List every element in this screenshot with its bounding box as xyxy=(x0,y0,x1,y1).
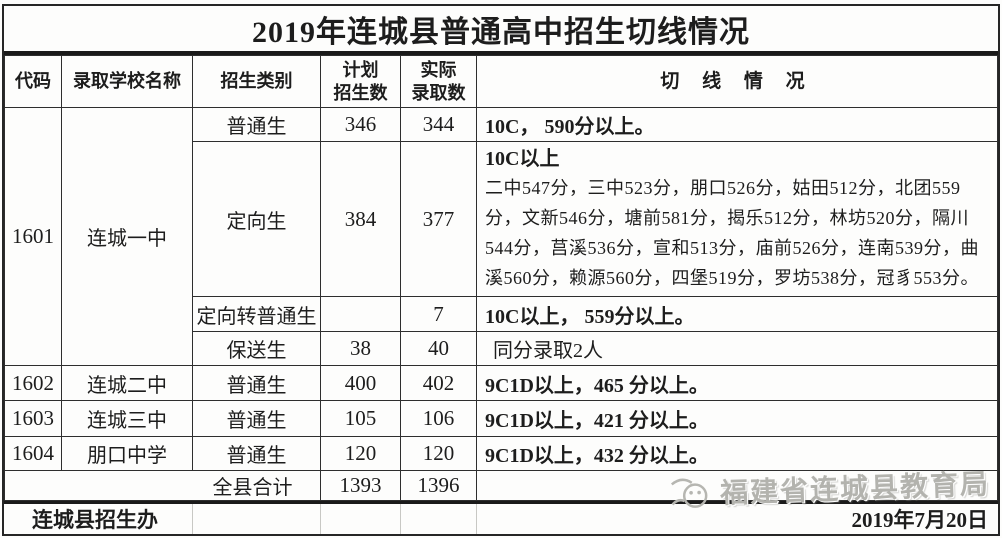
actual-cell: 106 xyxy=(400,400,477,437)
school-name-cell: 连城三中 xyxy=(61,400,193,437)
cutline-cell: 10C以上 二中547分，三中523分，朋口526分，姑田512分，北团559分… xyxy=(476,141,998,297)
header-actual-line1: 实际 xyxy=(420,60,457,80)
planned-cell: 400 xyxy=(320,365,401,401)
table-row: 1601 连城一中 普通生 346 344 10C， 590分以上。 xyxy=(4,107,998,366)
header-code: 代码 xyxy=(4,55,62,108)
total-planned-cell: 1393 xyxy=(320,470,401,501)
code-cell: 1604 xyxy=(4,436,62,471)
header-planned-line2: 招生数 xyxy=(333,82,388,103)
category-cell: 普通生 xyxy=(192,365,321,401)
category-cell: 普通生 xyxy=(192,436,321,471)
cutline-cell: 10C， 590分以上。 xyxy=(476,107,998,142)
actual-cell: 377 xyxy=(400,141,477,297)
category-cell: 普通生 xyxy=(192,107,321,142)
planned-cell: 384 xyxy=(320,141,401,297)
header-school: 录取学校名称 xyxy=(61,55,193,108)
school-name-cell: 连城一中 xyxy=(61,107,193,366)
cutline-detail: 二中547分，三中523分，朋口526分，姑田512分，北团559分，文新546… xyxy=(485,178,979,288)
header-planned-line1: 计划 xyxy=(342,60,379,80)
total-actual-cell: 1396 xyxy=(400,470,477,501)
planned-cell: 105 xyxy=(320,400,401,437)
footer-divider xyxy=(400,504,401,534)
header-planned: 计划 招生数 xyxy=(320,55,401,108)
actual-cell: 344 xyxy=(400,107,477,142)
category-cell: 定向转普通生 xyxy=(192,296,321,332)
cutline-cell: 9C1D以上，432 分以上。 xyxy=(476,436,998,471)
code-cell: 1601 xyxy=(4,107,62,366)
header-cutline: 切 线 情 况 xyxy=(476,55,998,108)
planned-cell: 346 xyxy=(320,107,401,142)
table-frame: 2019年连城县普通高中招生切线情况 代码 录取学校名称 招生类别 计划 招生数… xyxy=(2,4,1000,536)
school-name-cell: 连城二中 xyxy=(61,365,193,401)
category-cell: 普通生 xyxy=(192,400,321,437)
code-cell: 1603 xyxy=(4,400,62,437)
category-cell: 定向生 xyxy=(192,141,321,297)
cutline-cell: 同分录取2人 xyxy=(476,331,998,366)
cutline-cell: 9C1D以上，421 分以上。 xyxy=(476,400,998,437)
header-category: 招生类别 xyxy=(192,55,321,108)
planned-cell: 120 xyxy=(320,436,401,471)
table-row: 定向生 384 377 10C以上 二中547分，三中523分，朋口526分，姑… xyxy=(5,141,998,297)
header-row: 代码 录取学校名称 招生类别 计划 招生数 实际 录取数 切 线 情 况 xyxy=(4,55,998,108)
total-cutline-cell xyxy=(476,470,998,501)
cutline-table: 代码 录取学校名称 招生类别 计划 招生数 实际 录取数 切 线 情 况 160… xyxy=(4,55,998,501)
planned-cell xyxy=(320,296,401,332)
table-row: 保送生 38 40 同分录取2人 xyxy=(5,331,998,366)
total-label: 全县合计 xyxy=(4,470,321,501)
footer-divider xyxy=(476,504,477,534)
table-row: 1604 朋口中学 普通生 120 120 9C1D以上，432 分以上。 xyxy=(4,436,998,471)
page-title: 2019年连城县普通高中招生切线情况 xyxy=(4,6,998,55)
table-row: 1603 连城三中 普通生 105 106 9C1D以上，421 分以上。 xyxy=(4,400,998,437)
footer-divider xyxy=(320,504,321,534)
table-row: 定向转普通生 7 10C以上， 559分以上。 xyxy=(5,296,998,332)
actual-cell: 40 xyxy=(400,331,477,366)
total-row: 全县合计 1393 1396 xyxy=(4,470,998,501)
actual-cell: 7 xyxy=(400,296,477,332)
actual-cell: 402 xyxy=(400,365,477,401)
code-cell: 1602 xyxy=(4,365,62,401)
school-name-cell: 朋口中学 xyxy=(61,436,193,471)
cutline-cell: 9C1D以上，465 分以上。 xyxy=(476,365,998,401)
footer-row: 连城县招生办 2019年7月20日 xyxy=(4,501,998,534)
category-cell: 保送生 xyxy=(192,331,321,366)
cutline-cell: 10C以上， 559分以上。 xyxy=(476,296,998,332)
actual-cell: 120 xyxy=(400,436,477,471)
date-label: 2019年7月20日 xyxy=(851,508,989,532)
planned-cell: 38 xyxy=(320,331,401,366)
table-row: 1602 连城二中 普通生 400 402 9C1D以上，465 分以上。 xyxy=(4,365,998,401)
cutline-threshold: 10C以上 xyxy=(485,148,560,170)
header-actual: 实际 录取数 xyxy=(400,55,477,108)
issuer-label: 连城县招生办 xyxy=(32,508,158,532)
header-actual-line2: 录取数 xyxy=(411,82,466,103)
footer-divider xyxy=(192,504,193,534)
